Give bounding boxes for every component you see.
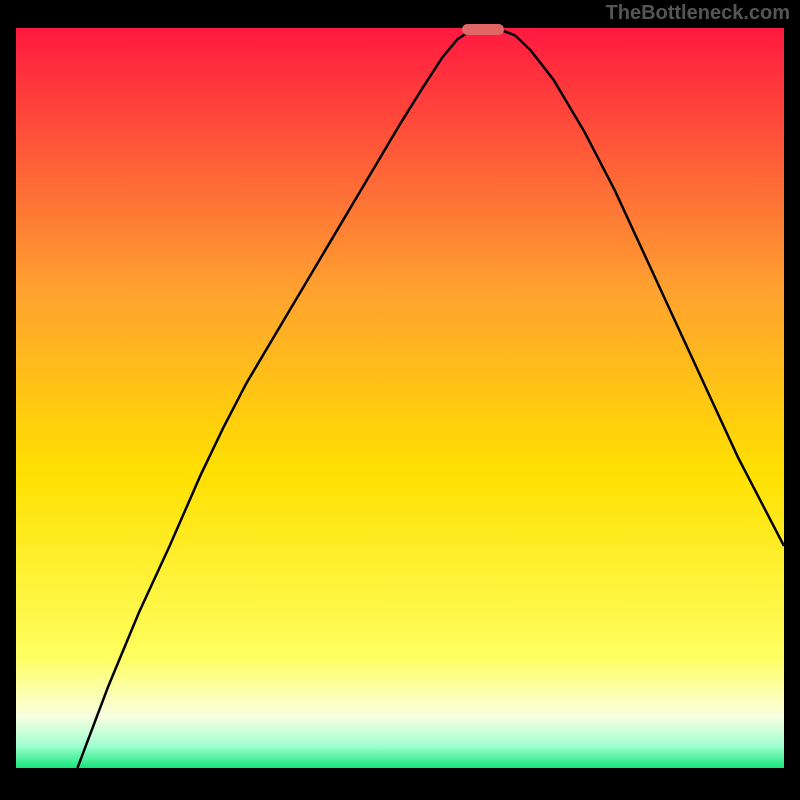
chart-svg [16,28,784,768]
watermark-text: TheBottleneck.com [606,2,790,25]
chart-background [16,28,784,768]
chart-plot-area [16,28,784,768]
optimal-range-marker [462,24,504,36]
